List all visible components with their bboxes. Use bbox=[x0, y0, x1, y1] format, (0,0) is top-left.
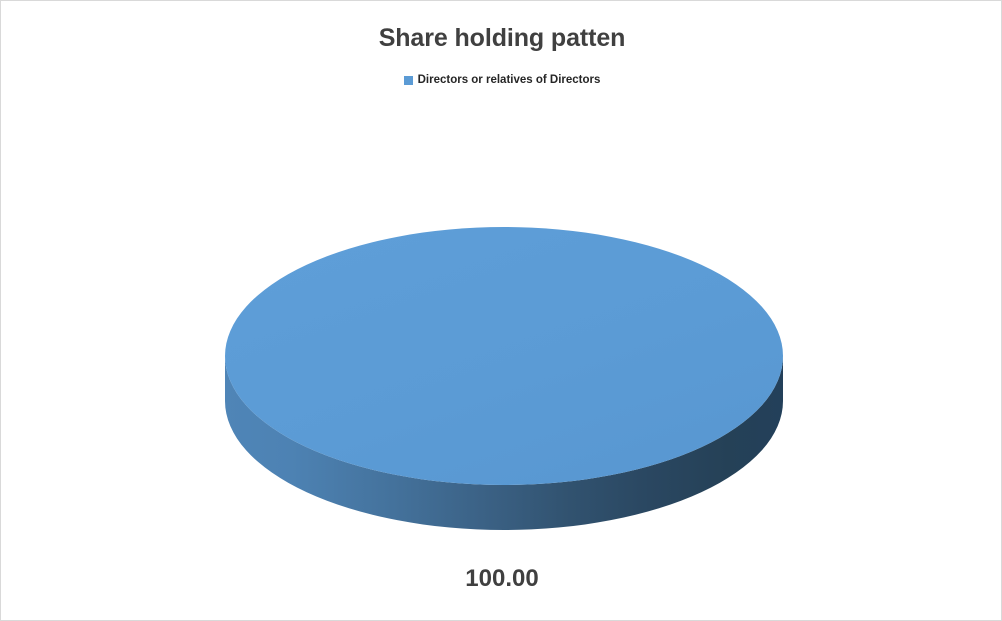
pie-data-label: 100.00 bbox=[465, 565, 539, 592]
pie-chart-plot-area bbox=[225, 227, 783, 557]
pie-slice-top-face[interactable] bbox=[225, 227, 783, 485]
chart-title: Share holding patten bbox=[378, 24, 626, 52]
pie-slice-side-wall bbox=[225, 356, 783, 530]
legend-item-directors-or-relatives-of-directors[interactable]: Directors or relatives of Directors bbox=[403, 73, 601, 87]
pie-chart-graphic bbox=[225, 227, 783, 530]
legend-item-label: Directors or relatives of Directors bbox=[417, 74, 601, 86]
legend-square-marker-icon bbox=[403, 75, 413, 85]
chart-legend: Directors or relatives of Directors bbox=[1, 73, 1001, 87]
